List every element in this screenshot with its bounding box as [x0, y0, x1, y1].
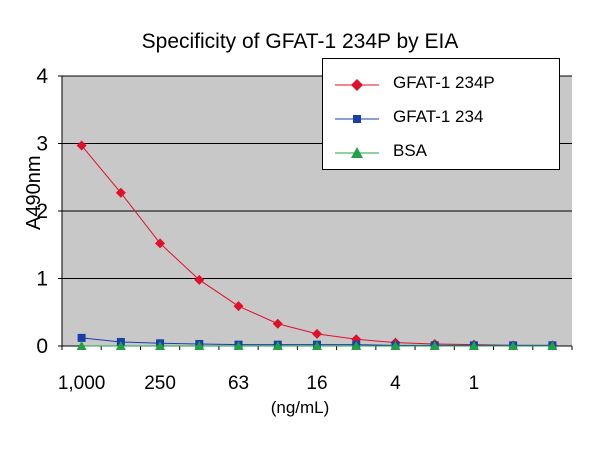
data-point — [429, 341, 440, 350]
y-tick-label: 0 — [36, 335, 48, 358]
x-tick-label: 1 — [469, 373, 480, 394]
x-tick-label: 16 — [306, 373, 327, 394]
legend: GFAT-1 234P GFAT-1 234 BSA — [322, 58, 560, 170]
y-axis-label: A490nm — [23, 155, 45, 231]
x-tick-label: 63 — [228, 373, 249, 394]
legend-item-bsa: BSA — [323, 139, 561, 167]
data-point — [115, 341, 126, 350]
legend-marker — [335, 147, 379, 158]
data-point — [194, 341, 205, 350]
chart-title: Specificity of GFAT-1 234P by EIA — [141, 30, 459, 53]
legend-label: BSA — [393, 141, 428, 160]
data-point — [233, 301, 244, 312]
x-axis-label: (ng/mL) — [270, 398, 330, 417]
legend-item-gfat1-234: GFAT-1 234 — [323, 105, 561, 133]
y-tick-label: 3 — [36, 133, 48, 156]
data-point — [155, 341, 166, 350]
data-point — [76, 341, 87, 350]
x-tick-label: 1,000 — [58, 373, 106, 394]
y-tick-label: 2 — [36, 200, 48, 223]
x-tick-label: 250 — [144, 373, 176, 394]
data-point — [351, 341, 362, 350]
legend-marker — [335, 115, 379, 123]
data-point — [76, 140, 87, 151]
data-point — [233, 341, 244, 350]
data-point — [115, 187, 126, 198]
data-point — [272, 341, 283, 350]
y-tick-label: 4 — [36, 65, 48, 88]
data-point — [390, 341, 401, 350]
data-point — [194, 274, 205, 285]
data-point — [508, 341, 519, 350]
x-tick-label: 4 — [390, 373, 401, 394]
data-point — [155, 238, 166, 249]
data-point — [312, 341, 322, 350]
data-point — [272, 318, 283, 329]
legend-item-gfat1-234p: GFAT-1 234P — [323, 71, 561, 99]
data-point — [468, 341, 479, 350]
data-point — [77, 333, 86, 342]
legend-marker — [335, 79, 379, 91]
data-point — [547, 341, 558, 350]
legend-label: GFAT-1 234P — [393, 73, 495, 92]
legend-label: GFAT-1 234 — [393, 107, 484, 126]
y-tick-label: 1 — [36, 268, 48, 291]
data-point — [312, 328, 322, 339]
